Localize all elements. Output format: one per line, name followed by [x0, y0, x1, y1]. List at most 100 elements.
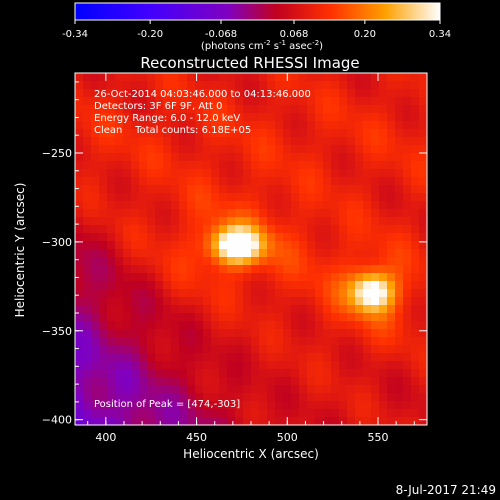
heatmap-cell	[387, 145, 396, 154]
heatmap-cell	[411, 241, 420, 250]
heatmap-cell	[339, 297, 348, 306]
heatmap-cell	[99, 201, 108, 210]
heatmap-cell	[179, 177, 188, 186]
heatmap-cell	[251, 153, 260, 162]
heatmap-cell	[219, 257, 228, 266]
heatmap-cell	[227, 129, 236, 138]
heatmap-cell	[419, 257, 427, 266]
heatmap-cell	[235, 393, 244, 402]
heatmap-cell	[171, 337, 180, 346]
heatmap-cell	[91, 185, 100, 194]
heatmap-cell	[227, 329, 236, 338]
x-axis-ticks: 400 450 500 550	[87, 73, 415, 444]
heatmap-cell	[259, 169, 268, 178]
heatmap-cell	[171, 409, 180, 418]
heatmap-cell	[283, 225, 292, 234]
heatmap-cell	[99, 145, 108, 154]
heatmap-cell	[251, 233, 260, 242]
heatmap-cell	[299, 345, 308, 354]
heatmap-cell	[147, 337, 156, 346]
heatmap-cell	[283, 313, 292, 322]
heatmap-cell	[419, 385, 427, 394]
heatmap-cell	[75, 281, 84, 290]
heatmap-cell	[403, 337, 412, 346]
heatmap-cell	[243, 257, 252, 266]
heatmap-cell	[163, 257, 172, 266]
heatmap-cell	[147, 369, 156, 378]
heatmap-cell	[243, 73, 252, 82]
heatmap-cell	[99, 177, 108, 186]
heatmap-cell	[395, 217, 404, 226]
heatmap-cell	[107, 169, 116, 178]
heatmap-cell	[123, 97, 132, 106]
heatmap-cell	[307, 81, 316, 90]
heatmap-cell	[323, 145, 332, 154]
heatmap-cell	[83, 121, 92, 130]
heatmap-cell	[83, 89, 92, 98]
heatmap-cell	[283, 321, 292, 330]
heatmap-cell	[195, 417, 204, 425]
heatmap-cell	[395, 209, 404, 218]
heatmap-cell	[131, 337, 140, 346]
heatmap-cell	[315, 337, 324, 346]
heatmap-cell	[267, 233, 276, 242]
heatmap-cell	[339, 217, 348, 226]
heatmap-cell	[251, 265, 260, 274]
heatmap-cell	[211, 233, 220, 242]
heatmap-cell	[323, 209, 332, 218]
heatmap-cell	[411, 225, 420, 234]
heatmap-cell	[275, 417, 284, 425]
heatmap-cell	[379, 329, 388, 338]
heatmap-cell	[387, 273, 396, 282]
heatmap-cell	[203, 321, 212, 330]
heatmap-cell	[331, 393, 340, 402]
heatmap-cell	[235, 337, 244, 346]
heatmap-cell	[227, 185, 236, 194]
heatmap-cell	[259, 161, 268, 170]
heatmap-cell	[171, 297, 180, 306]
heatmap-cell	[219, 249, 228, 258]
heatmap-cell	[419, 417, 427, 425]
heatmap-cell	[171, 97, 180, 106]
heatmap-cell	[211, 385, 220, 394]
heatmap-cell	[339, 89, 348, 98]
heatmap-cell	[323, 217, 332, 226]
heatmap-cell	[395, 233, 404, 242]
heatmap-cell	[355, 369, 364, 378]
heatmap-cell	[275, 273, 284, 282]
heatmap-cell	[315, 97, 324, 106]
heatmap-cell	[243, 81, 252, 90]
heatmap-cell	[307, 273, 316, 282]
heatmap-cell	[355, 385, 364, 394]
heatmap-cell	[243, 177, 252, 186]
heatmap-cell	[115, 177, 124, 186]
heatmap-cell	[123, 265, 132, 274]
heatmap-cell	[99, 233, 108, 242]
heatmap-cell	[235, 321, 244, 330]
heatmap-cell	[187, 233, 196, 242]
heatmap-cell	[227, 121, 236, 130]
heatmap-cell	[259, 153, 268, 162]
heatmap-cell	[91, 377, 100, 386]
heatmap-cell	[187, 289, 196, 298]
heatmap-cell	[307, 193, 316, 202]
heatmap-cell	[363, 177, 372, 186]
heatmap-cell	[75, 121, 84, 130]
heatmap-cell	[179, 233, 188, 242]
heatmap-cell	[83, 273, 92, 282]
heatmap-cell	[299, 129, 308, 138]
heatmap-cell	[339, 209, 348, 218]
heatmap-cell	[219, 289, 228, 298]
heatmap-cell	[171, 209, 180, 218]
heatmap-cell	[211, 81, 220, 90]
heatmap-cell	[379, 233, 388, 242]
heatmap-cell	[203, 329, 212, 338]
heatmap-cell	[99, 353, 108, 362]
heatmap-cell	[331, 297, 340, 306]
heatmap-cell	[355, 289, 364, 298]
heatmap-cell	[227, 233, 236, 242]
heatmap-cell	[195, 233, 204, 242]
heatmap-cell	[195, 201, 204, 210]
heatmap-cell	[307, 153, 316, 162]
heatmap-cell	[99, 193, 108, 202]
